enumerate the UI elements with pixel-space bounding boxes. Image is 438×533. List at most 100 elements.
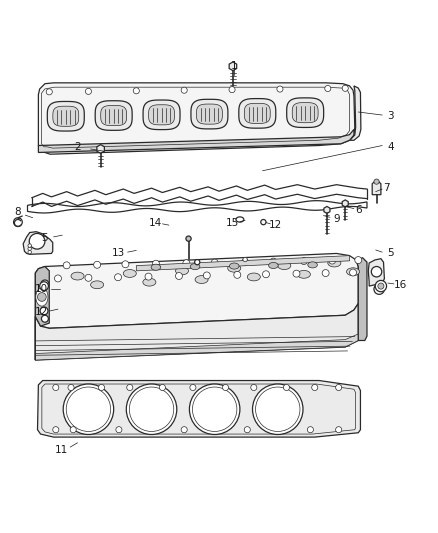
Circle shape [46,89,52,95]
Ellipse shape [91,281,104,289]
Circle shape [262,271,269,278]
Ellipse shape [195,276,208,284]
Text: 8: 8 [14,207,21,217]
Circle shape [54,275,61,282]
Ellipse shape [36,288,48,306]
Ellipse shape [308,262,318,268]
Circle shape [261,220,266,225]
Circle shape [293,270,300,277]
Text: 7: 7 [383,183,390,193]
Circle shape [145,273,152,280]
Circle shape [40,282,48,290]
Ellipse shape [228,264,241,272]
Circle shape [53,384,59,391]
Circle shape [40,307,48,315]
Ellipse shape [71,272,84,280]
Ellipse shape [278,262,291,270]
Polygon shape [197,104,223,124]
Polygon shape [39,83,355,154]
Text: 6: 6 [355,205,362,215]
Circle shape [283,384,290,391]
Circle shape [183,260,190,266]
Polygon shape [191,99,228,129]
Text: 15: 15 [226,218,239,228]
Ellipse shape [190,264,200,270]
Circle shape [211,259,218,266]
Circle shape [242,259,249,265]
Circle shape [355,256,362,263]
Circle shape [243,257,247,262]
Ellipse shape [268,262,278,269]
Ellipse shape [247,273,260,281]
Circle shape [374,284,385,294]
Circle shape [42,315,48,322]
Circle shape [336,384,342,391]
Circle shape [70,426,76,433]
Polygon shape [53,106,79,126]
Circle shape [152,260,159,267]
Circle shape [375,280,387,292]
Circle shape [181,87,187,93]
Polygon shape [148,105,174,125]
Circle shape [325,85,331,92]
Circle shape [322,270,329,277]
Text: 2: 2 [74,142,81,152]
Polygon shape [35,254,358,328]
Circle shape [38,293,46,301]
Circle shape [270,258,277,265]
Polygon shape [35,266,49,360]
Polygon shape [47,101,84,131]
Circle shape [244,426,251,433]
Text: 14: 14 [149,218,162,228]
Text: 4: 4 [388,142,394,152]
Circle shape [28,247,32,251]
Circle shape [350,269,357,276]
Circle shape [190,384,196,391]
Circle shape [29,233,45,249]
Text: 11: 11 [55,445,68,455]
Ellipse shape [176,267,188,275]
Text: 5: 5 [42,233,48,243]
Polygon shape [324,206,330,213]
Circle shape [41,280,49,288]
Circle shape [307,426,314,433]
Circle shape [374,179,379,184]
Polygon shape [356,258,367,341]
Polygon shape [97,144,104,154]
Circle shape [133,88,139,94]
Polygon shape [229,62,237,71]
Ellipse shape [346,268,360,276]
Circle shape [28,244,32,247]
Polygon shape [42,384,356,434]
Circle shape [126,384,177,434]
Circle shape [253,384,303,434]
Ellipse shape [151,264,161,270]
Circle shape [229,86,235,93]
Polygon shape [35,334,358,360]
Text: 13: 13 [112,248,126,259]
Circle shape [63,384,114,434]
Polygon shape [23,232,53,254]
Text: 10: 10 [35,284,48,294]
Circle shape [336,426,342,433]
Polygon shape [372,180,381,195]
Polygon shape [95,101,132,131]
Circle shape [28,251,32,254]
Text: 3: 3 [388,111,394,122]
Polygon shape [239,99,276,128]
Polygon shape [287,98,324,127]
Circle shape [63,262,70,269]
Polygon shape [350,86,361,140]
Circle shape [68,384,74,391]
Circle shape [277,86,283,92]
Text: 12: 12 [35,307,48,317]
Polygon shape [38,381,360,437]
Ellipse shape [143,278,156,286]
Circle shape [234,271,241,278]
Circle shape [300,257,307,264]
Circle shape [181,426,187,433]
Circle shape [159,384,166,391]
Polygon shape [342,200,348,207]
Polygon shape [35,303,358,360]
Circle shape [203,272,210,279]
